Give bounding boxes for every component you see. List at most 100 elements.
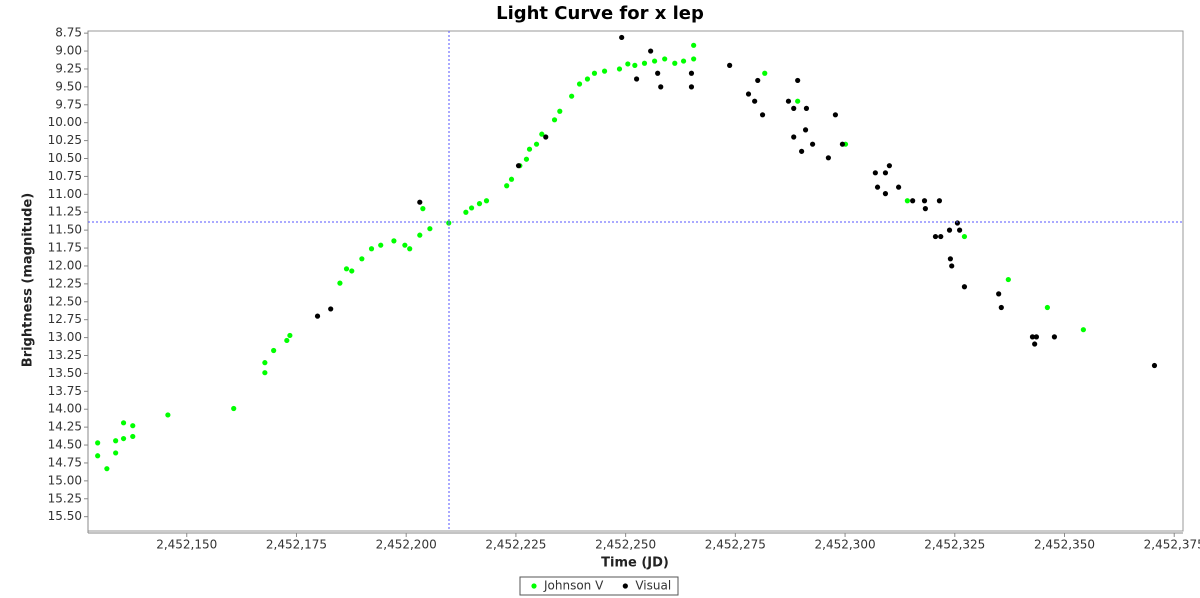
y-tick-label: 11.25 <box>48 205 82 219</box>
x-tick-label: 2,452,375 <box>1144 538 1200 552</box>
legend-label: Johnson V <box>543 579 604 593</box>
data-point <box>584 76 591 82</box>
data-point <box>231 405 237 412</box>
data-point <box>417 232 423 238</box>
data-point <box>655 70 661 76</box>
y-tick-label: 12.75 <box>48 312 82 326</box>
data-point <box>284 337 290 344</box>
y-tick-label: 14.50 <box>48 438 82 452</box>
x-tick-label: 2,452,350 <box>1034 538 1095 552</box>
x-tick-label: 2,452,275 <box>705 538 766 552</box>
data-point <box>113 438 119 444</box>
data-point <box>130 423 136 429</box>
data-point <box>262 360 268 366</box>
y-tick-label: 15.00 <box>48 473 82 487</box>
data-point <box>368 246 375 252</box>
data-point <box>468 205 475 211</box>
data-point <box>165 412 171 418</box>
y-tick-label: 10.50 <box>48 151 82 165</box>
data-point <box>961 284 968 290</box>
y-tick-label: 12.25 <box>48 276 82 290</box>
legend: Johnson V Visual <box>519 576 679 596</box>
data-point <box>947 256 953 262</box>
data-point <box>1032 341 1038 347</box>
y-tick-label: 12.00 <box>48 258 82 272</box>
data-point <box>998 304 1004 311</box>
data-point <box>328 306 334 312</box>
data-point <box>359 256 365 262</box>
x-axis-title: Time (JD) <box>601 556 669 571</box>
data-point <box>691 56 697 62</box>
y-tick-label: 11.50 <box>48 223 82 237</box>
data-point <box>463 209 469 215</box>
data-point <box>569 93 575 99</box>
y-tick-label: 10.25 <box>48 133 82 147</box>
y-tick-label: 9.50 <box>55 79 82 93</box>
x-tick-label: 2,452,200 <box>376 538 437 552</box>
x-tick-label: 2,452,325 <box>924 538 985 552</box>
data-point <box>691 42 697 48</box>
data-point <box>104 466 110 472</box>
data-point <box>271 347 277 354</box>
y-tick-label: 10.75 <box>48 169 82 183</box>
data-point <box>949 263 955 269</box>
data-point <box>874 184 881 190</box>
data-point <box>791 105 797 111</box>
y-tick-label: 12.50 <box>48 294 82 308</box>
data-point <box>795 77 801 84</box>
data-point <box>402 242 408 248</box>
data-point <box>483 198 490 204</box>
data-point <box>745 91 752 97</box>
data-point <box>910 198 916 204</box>
legend-marker <box>531 583 537 589</box>
data-point <box>641 60 648 66</box>
data-point <box>785 98 792 104</box>
data-point <box>688 70 695 76</box>
y-tick-label: 15.25 <box>48 491 82 505</box>
data-point <box>938 233 944 240</box>
y-tick-label: 14.75 <box>48 455 82 469</box>
y-tick-label: 9.00 <box>55 44 82 58</box>
data-point <box>886 163 892 169</box>
data-point <box>1051 334 1058 340</box>
data-point <box>896 184 902 190</box>
data-point <box>672 60 678 66</box>
data-point <box>427 226 433 232</box>
data-point <box>601 68 608 74</box>
y-tick-label: 10.00 <box>48 115 82 129</box>
data-point <box>759 112 766 118</box>
data-point <box>95 453 101 459</box>
data-point <box>523 156 530 162</box>
data-point <box>932 233 939 240</box>
data-point <box>314 313 321 319</box>
data-point <box>543 134 549 140</box>
data-point <box>95 440 101 446</box>
y-tick-label: 13.25 <box>48 348 82 362</box>
data-point <box>526 146 533 152</box>
data-point <box>946 227 953 233</box>
data-point <box>688 84 695 90</box>
data-point <box>791 134 797 140</box>
legend-box <box>519 576 679 596</box>
y-tick-label: 9.25 <box>55 61 82 75</box>
data-point <box>1029 334 1036 340</box>
data-point <box>476 201 483 207</box>
data-point <box>802 127 809 133</box>
data-point <box>803 105 810 111</box>
data-point <box>954 220 961 226</box>
data-point <box>120 435 127 442</box>
y-tick-label: 15.50 <box>48 509 82 523</box>
data-point <box>533 141 540 147</box>
x-tick-label: 2,452,225 <box>485 538 546 552</box>
data-point <box>616 66 623 72</box>
data-point <box>343 266 350 272</box>
data-point <box>755 77 761 84</box>
y-tick-label: 9.75 <box>55 97 82 111</box>
x-tick-label: 2,452,175 <box>266 538 327 552</box>
data-point <box>619 34 625 41</box>
y-axis-title: Brightness (magnitude) <box>21 193 36 367</box>
legend-marker <box>622 583 628 589</box>
data-point <box>1005 276 1011 283</box>
